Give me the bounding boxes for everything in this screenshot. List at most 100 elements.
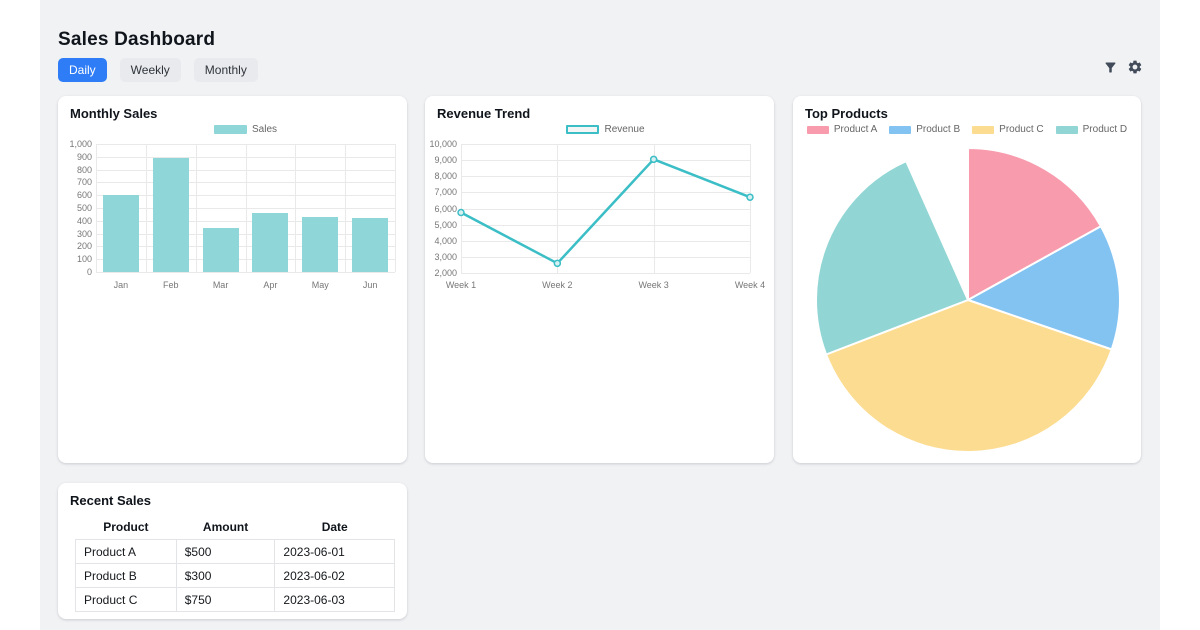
chart-legend: Product A Product B Product C Product D — [799, 124, 1135, 135]
legend-label: Sales — [251, 124, 277, 135]
gridline-vertical — [145, 144, 147, 272]
y-tick-label: 400 — [76, 215, 92, 226]
chart-legend: Sales — [96, 124, 395, 135]
tab-weekly[interactable]: Weekly — [119, 58, 181, 82]
gridline-horizontal — [461, 192, 750, 194]
gear-icon[interactable] — [1126, 58, 1144, 76]
y-tick-label: 9,000 — [434, 155, 457, 166]
pie-slice-product-c[interactable] — [825, 299, 1113, 453]
table-row: Product C $750 2023-06-03 — [75, 587, 395, 612]
legend-swatch — [213, 125, 247, 134]
revenue-line — [459, 158, 752, 265]
x-tick-label: Week 4 — [734, 280, 766, 290]
gridline-horizontal — [461, 208, 750, 210]
top-products-card-title: Top Products — [805, 106, 888, 121]
legend-item-product-b[interactable]: Product B — [889, 124, 960, 135]
top-products-card: Top Products Product A Product B Product C… — [793, 96, 1141, 463]
period-tabs: Daily Weekly Monthly — [58, 58, 258, 82]
legend-label: Product B — [916, 124, 961, 135]
recent-sales-card-title: Recent Sales — [70, 493, 151, 508]
legend-label: Product D — [1082, 124, 1128, 135]
y-tick-label: 8,000 — [434, 171, 457, 182]
gridline-vertical — [461, 144, 462, 273]
pie-slice-product-a[interactable] — [967, 147, 1102, 301]
table-cell: 2023-06-03 — [274, 587, 395, 612]
y-tick-label: 100 — [76, 254, 92, 265]
x-tick-label: Week 1 — [445, 280, 477, 290]
data-point-week-4[interactable] — [746, 193, 754, 201]
legend-swatch — [889, 125, 912, 134]
revenue-line-plot — [457, 155, 754, 268]
gridline-horizontal — [461, 256, 750, 258]
gridline-vertical — [295, 144, 297, 272]
pie-slice-product-d[interactable] — [815, 160, 969, 356]
column-header-product: Product — [103, 519, 149, 534]
y-tick-label: 1,000 — [69, 139, 92, 149]
table-cell: 2023-06-02 — [274, 563, 395, 588]
legend-item-revenue[interactable]: Revenue — [566, 124, 645, 135]
top-products-pie — [815, 147, 1121, 453]
y-tick-label: 10,000 — [429, 139, 457, 149]
gridline-horizontal — [461, 273, 750, 274]
y-tick-label: 700 — [76, 177, 92, 188]
gridline-vertical — [96, 144, 97, 272]
y-tick-label: 5,000 — [434, 219, 457, 230]
legend-label: Product A — [833, 124, 878, 135]
bar-jun[interactable] — [352, 218, 389, 272]
filter-icon[interactable] — [1101, 58, 1119, 76]
dashboard-container: Sales Dashboard Daily Weekly Monthly Mon… — [40, 0, 1160, 630]
bar-apr[interactable] — [252, 213, 289, 272]
table-row: Product B $300 2023-06-02 — [75, 563, 395, 588]
gridline-horizontal — [461, 160, 750, 162]
gridline-vertical — [395, 144, 396, 272]
recent-sales-card: Recent Sales Product Amount Date Product A… — [58, 483, 407, 619]
table-cell: $500 — [175, 539, 276, 564]
tab-daily[interactable]: Daily — [58, 58, 107, 82]
bar-jan[interactable] — [102, 195, 139, 272]
x-tick-label: May — [311, 280, 329, 290]
legend-label: Product C — [999, 124, 1044, 135]
legend-item-product-d[interactable]: Product D — [1055, 124, 1128, 135]
filter-icon-glyph — [1105, 62, 1115, 72]
x-tick-label: Week 2 — [542, 280, 573, 290]
gridline-vertical — [345, 144, 347, 272]
y-tick-label: 200 — [76, 241, 92, 252]
gridline-vertical — [245, 144, 247, 272]
x-tick-label: Mar — [212, 280, 229, 290]
bar-may[interactable] — [302, 216, 339, 272]
legend-swatch — [566, 125, 600, 134]
legend-item-sales[interactable]: Sales — [213, 124, 277, 135]
table-row: Product A $500 2023-06-01 — [75, 539, 395, 564]
data-point-week-1[interactable] — [457, 208, 465, 217]
bar-feb[interactable] — [152, 158, 189, 272]
monthly-sales-card-title: Monthly Sales — [70, 106, 158, 121]
legend-swatch — [1055, 125, 1078, 134]
gridline-horizontal — [461, 240, 750, 242]
data-point-week-3[interactable] — [649, 155, 658, 164]
table-cell: Product B — [75, 563, 177, 588]
column-header-date: Date — [321, 519, 348, 534]
table-cell: Product A — [75, 539, 177, 564]
x-tick-label: Jan — [113, 280, 129, 290]
table-cell: $750 — [175, 587, 276, 612]
legend-item-product-c[interactable]: Product C — [972, 124, 1044, 135]
table-cell: $300 — [175, 563, 276, 588]
table-header-row: Product Amount Date — [76, 514, 395, 540]
x-tick-label: Jun — [362, 280, 378, 290]
chart-legend: Revenue — [461, 124, 750, 135]
data-point-week-2[interactable] — [553, 259, 562, 268]
y-tick-label: 4,000 — [434, 235, 457, 246]
bar-mar[interactable] — [202, 228, 239, 272]
y-tick-label: 2,000 — [434, 268, 457, 278]
legend-label: Revenue — [604, 124, 645, 135]
toolbar — [1101, 58, 1144, 76]
gridline-vertical — [195, 144, 197, 272]
table-cell: Product C — [75, 587, 177, 612]
gridline-vertical — [557, 144, 559, 273]
monthly-sales-card: Monthly Sales 0 100 200 300 400 500 600 700 800 9… — [58, 96, 407, 463]
y-tick-label: 800 — [76, 164, 92, 175]
legend-item-product-a[interactable]: Product A — [806, 124, 878, 135]
pie-slice-product-b[interactable] — [967, 225, 1121, 351]
tab-monthly[interactable]: Monthly — [193, 58, 258, 82]
table-cell: 2023-06-01 — [274, 539, 395, 564]
